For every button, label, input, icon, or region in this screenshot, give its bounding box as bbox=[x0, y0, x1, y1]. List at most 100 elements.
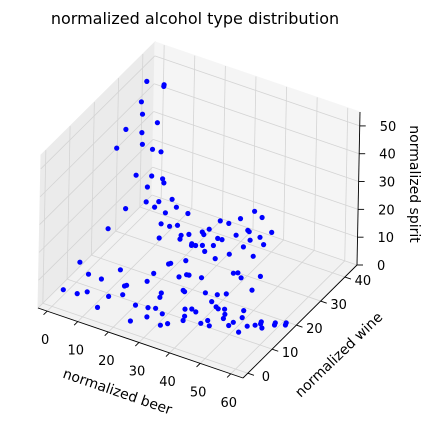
data-point bbox=[226, 251, 232, 257]
data-point bbox=[98, 276, 104, 282]
x-grid-line bbox=[283, 86, 287, 240]
x-tick-label: 30 bbox=[129, 364, 146, 379]
y-grid-line bbox=[42, 302, 248, 374]
data-point bbox=[249, 287, 255, 293]
x-tick-label: 10 bbox=[68, 344, 85, 359]
data-point bbox=[247, 237, 253, 243]
data-point bbox=[176, 274, 182, 280]
data-point bbox=[199, 242, 205, 248]
data-point bbox=[202, 248, 208, 254]
data-point bbox=[154, 120, 160, 126]
data-point bbox=[212, 256, 218, 262]
data-point bbox=[85, 271, 92, 277]
data-point bbox=[160, 176, 166, 182]
data-point bbox=[257, 234, 263, 240]
x-tick-mark bbox=[73, 321, 79, 326]
data-point bbox=[206, 226, 212, 232]
data-point bbox=[144, 78, 150, 84]
data-point bbox=[226, 220, 232, 226]
data-point bbox=[198, 320, 204, 326]
data-point bbox=[157, 294, 163, 300]
data-point bbox=[198, 275, 205, 281]
data-point bbox=[206, 323, 212, 329]
data-point bbox=[152, 204, 158, 210]
data-point bbox=[117, 267, 123, 273]
data-point bbox=[153, 305, 159, 311]
data-point bbox=[168, 260, 174, 266]
data-point bbox=[94, 304, 101, 310]
y-tick-mark bbox=[296, 324, 303, 328]
z-axis-line bbox=[356, 111, 361, 266]
y-tick-label: 0 bbox=[262, 370, 270, 385]
data-point bbox=[106, 293, 112, 299]
data-point bbox=[188, 242, 195, 248]
data-point bbox=[193, 309, 199, 315]
data-point bbox=[246, 229, 252, 235]
y-tick-label: 30 bbox=[330, 298, 347, 313]
data-point bbox=[165, 321, 171, 327]
y-tick-label: 10 bbox=[282, 346, 299, 361]
data-point bbox=[77, 259, 83, 265]
y-tick-mark bbox=[320, 300, 327, 304]
data-point bbox=[283, 320, 289, 326]
data-point bbox=[220, 315, 226, 322]
x-grid-line bbox=[221, 66, 226, 220]
data-point bbox=[210, 242, 216, 249]
data-point bbox=[158, 221, 164, 227]
data-point bbox=[236, 329, 242, 335]
data-point bbox=[237, 216, 244, 222]
data-point bbox=[167, 223, 173, 229]
data-points bbox=[60, 78, 289, 335]
x-tick-label: 20 bbox=[98, 354, 115, 369]
data-point bbox=[151, 270, 157, 276]
x-tick-label: 40 bbox=[159, 375, 176, 390]
data-point bbox=[144, 278, 150, 284]
z-tick-label: 10 bbox=[378, 231, 395, 246]
grid-lines bbox=[37, 45, 360, 375]
x-tick-mark bbox=[104, 331, 109, 336]
axis-lines bbox=[37, 111, 361, 379]
x-axis-line bbox=[37, 307, 244, 379]
x-tick-mark bbox=[226, 373, 232, 378]
data-point bbox=[193, 242, 199, 249]
data-point bbox=[214, 292, 220, 298]
data-point bbox=[132, 302, 139, 308]
z-grid-line bbox=[154, 83, 360, 155]
x-tick-label: 60 bbox=[220, 396, 237, 411]
data-point bbox=[182, 289, 188, 295]
data-point bbox=[217, 218, 223, 224]
data-point bbox=[215, 306, 221, 312]
z-grid-line bbox=[39, 83, 155, 198]
chart-title: normalized alcohol type distribution bbox=[51, 9, 339, 28]
data-point bbox=[157, 322, 163, 328]
data-point bbox=[201, 231, 207, 238]
data-point bbox=[209, 299, 215, 305]
x-grid-line bbox=[77, 208, 193, 322]
data-point bbox=[161, 180, 167, 186]
data-point bbox=[230, 319, 236, 325]
data-point bbox=[226, 322, 232, 329]
x-tick-mark bbox=[43, 310, 48, 316]
data-point bbox=[138, 99, 144, 105]
data-point bbox=[144, 314, 150, 320]
data-point bbox=[205, 317, 211, 324]
x-grid-line bbox=[46, 197, 162, 312]
data-point bbox=[252, 208, 258, 214]
data-point bbox=[240, 244, 246, 250]
data-point bbox=[250, 253, 256, 259]
data-point bbox=[185, 210, 191, 217]
z-axis-label: normalized spirit bbox=[406, 125, 422, 243]
z-grid-line bbox=[151, 194, 358, 266]
y-tick-mark bbox=[247, 372, 255, 376]
data-point bbox=[235, 270, 241, 276]
y-grid-line bbox=[91, 254, 297, 326]
x-grid-line bbox=[313, 97, 318, 251]
y-tick-mark bbox=[271, 348, 279, 352]
data-point bbox=[158, 149, 164, 155]
data-point bbox=[162, 210, 168, 216]
data-point bbox=[269, 229, 275, 235]
data-point bbox=[222, 306, 228, 312]
z-tick-label: 0 bbox=[377, 259, 385, 274]
y-grid-line bbox=[115, 230, 321, 302]
data-point bbox=[74, 291, 80, 297]
